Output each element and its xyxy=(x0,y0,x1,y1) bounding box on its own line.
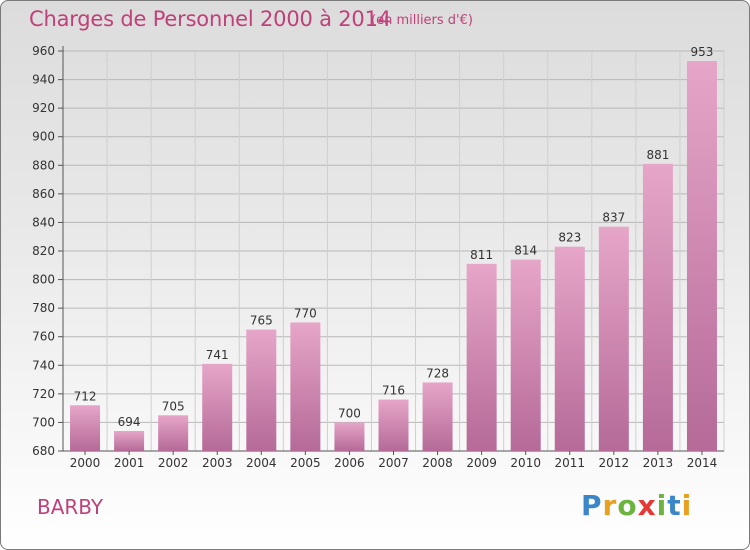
bar-2000 xyxy=(70,405,101,451)
x-tick-label: 2012 xyxy=(599,456,630,470)
bar-2003 xyxy=(202,363,233,451)
value-label: 770 xyxy=(294,306,317,320)
bar-2004 xyxy=(246,329,277,451)
x-tick-label: 2004 xyxy=(246,456,277,470)
bar-2005 xyxy=(290,322,321,451)
value-label: 765 xyxy=(250,314,273,328)
value-label: 881 xyxy=(646,148,669,162)
x-tick-label: 2009 xyxy=(466,456,497,470)
bar-2012 xyxy=(598,226,629,451)
y-tick-label: 720 xyxy=(32,387,55,401)
bar-2013 xyxy=(642,163,673,451)
y-tick-label: 820 xyxy=(32,244,55,258)
value-label: 728 xyxy=(426,366,449,380)
x-tick-label: 2010 xyxy=(510,456,541,470)
value-label: 837 xyxy=(602,211,625,225)
value-label: 705 xyxy=(162,399,185,413)
chart-subtitle: (en milliers d'€) xyxy=(371,13,473,28)
x-tick-label: 2000 xyxy=(70,456,101,470)
x-tick-label: 2006 xyxy=(334,456,365,470)
y-tick-label: 780 xyxy=(32,301,55,315)
x-tick-label: 2008 xyxy=(422,456,453,470)
y-tick-label: 860 xyxy=(32,187,55,201)
bar-2006 xyxy=(334,422,365,451)
bar-2011 xyxy=(554,246,585,451)
proxiti-logo: Proxiti xyxy=(581,489,693,522)
bar-2009 xyxy=(466,263,497,451)
bar-2008 xyxy=(422,382,453,451)
y-tick-label: 920 xyxy=(32,101,55,115)
value-label: 811 xyxy=(470,248,493,262)
y-tick-label: 900 xyxy=(32,130,55,144)
y-tick-label: 880 xyxy=(32,158,55,172)
value-label: 712 xyxy=(74,389,97,403)
city-name: BARBY xyxy=(37,495,104,519)
bar-2007 xyxy=(378,399,409,451)
x-tick-label: 2014 xyxy=(687,456,718,470)
x-tick-label: 2001 xyxy=(114,456,145,470)
y-tick-label: 700 xyxy=(32,415,55,429)
value-label: 716 xyxy=(382,384,405,398)
value-label: 953 xyxy=(691,45,714,59)
x-tick-label: 2002 xyxy=(158,456,189,470)
value-label: 694 xyxy=(118,415,141,429)
bar-2001 xyxy=(114,431,145,451)
y-tick-label: 840 xyxy=(32,215,55,229)
value-label: 700 xyxy=(338,406,361,420)
y-tick-label: 800 xyxy=(32,273,55,287)
x-tick-label: 2003 xyxy=(202,456,233,470)
value-label: 814 xyxy=(514,244,537,258)
bar-2010 xyxy=(510,259,541,451)
bar-2002 xyxy=(158,415,189,451)
y-tick-label: 760 xyxy=(32,330,55,344)
x-tick-label: 2005 xyxy=(290,456,321,470)
chart-title: Charges de Personnel 2000 à 2014 xyxy=(29,7,391,31)
y-tick-label: 740 xyxy=(32,358,55,372)
x-tick-label: 2007 xyxy=(378,456,409,470)
x-tick-label: 2013 xyxy=(643,456,674,470)
value-label: 823 xyxy=(558,231,581,245)
y-tick-label: 680 xyxy=(32,444,55,458)
y-tick-label: 960 xyxy=(32,44,55,58)
bars xyxy=(70,61,717,451)
value-labels: 712 694 705 741 765 770 700 716 728 811 814 823 837 8… xyxy=(74,45,714,429)
y-tick-label: 940 xyxy=(32,73,55,87)
x-tick-label: 2011 xyxy=(554,456,585,470)
value-label: 741 xyxy=(206,348,229,362)
bar-2014 xyxy=(686,61,717,451)
